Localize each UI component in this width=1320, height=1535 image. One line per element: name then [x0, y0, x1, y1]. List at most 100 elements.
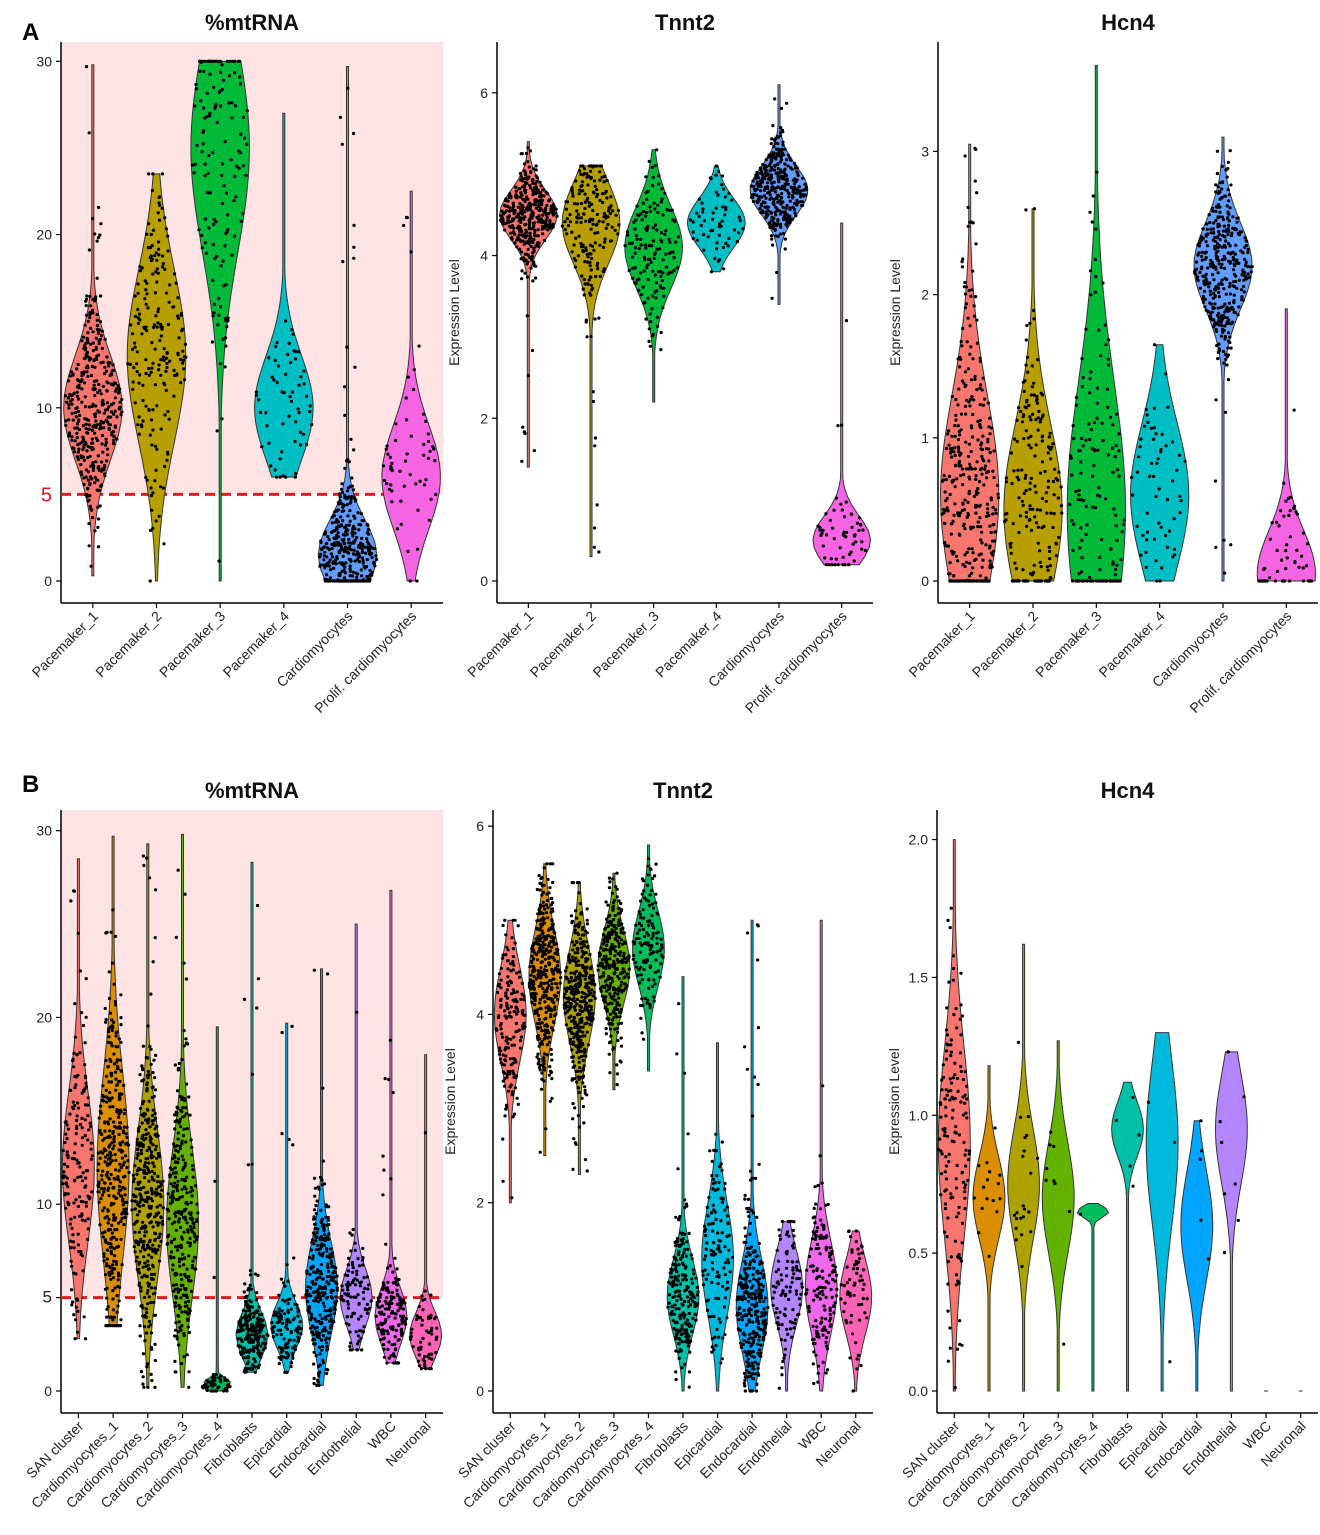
y-tick-label: 2 [480, 410, 488, 426]
data-points [1044, 1130, 1072, 1346]
y-tick-label: 0 [480, 573, 488, 589]
data-points [1012, 1040, 1040, 1269]
plot-title: %mtRNA [205, 10, 299, 35]
data-points [126, 172, 188, 583]
violin [1007, 943, 1040, 1392]
data-points [1114, 1095, 1141, 1188]
y-axis-label: Expression Level [887, 259, 903, 366]
data-points [701, 1132, 735, 1365]
violin [972, 1065, 1006, 1392]
violin [1066, 65, 1126, 582]
data-points [1130, 343, 1187, 583]
data-points [1146, 1100, 1177, 1364]
data-points [816, 319, 868, 567]
violin [235, 861, 269, 1373]
data-points [1003, 207, 1064, 583]
data-points [339, 1010, 373, 1352]
x-tick-label: Pacemaker_3 [589, 608, 662, 681]
data-points [318, 86, 379, 583]
data-points [304, 968, 339, 1387]
violin [1180, 1120, 1214, 1392]
data-points [408, 1131, 439, 1371]
y-tick-label: 20 [36, 227, 52, 243]
plot-title: Tnnt2 [653, 778, 713, 803]
data-points [236, 903, 270, 1374]
violin [409, 1054, 443, 1370]
data-points [1193, 149, 1254, 575]
data-points [749, 97, 808, 300]
plot-title: Hcn4 [1101, 778, 1156, 803]
data-points [494, 918, 527, 1200]
violin [561, 165, 621, 558]
y-tick-label: 0 [476, 1383, 484, 1399]
data-points [937, 906, 972, 1390]
data-points [254, 319, 314, 479]
violin [812, 222, 872, 566]
x-tick-label: Pacemaker_1 [464, 608, 537, 681]
y-tick-label: 0 [921, 573, 929, 589]
y-tick-label: 1.0 [909, 1107, 929, 1123]
data-points [200, 1179, 232, 1393]
y-tick-label: 1 [921, 430, 929, 446]
data-points [1198, 1119, 1210, 1261]
data-points [839, 1229, 869, 1393]
data-points [623, 148, 681, 352]
x-tick-label: Pacemaker_3 [156, 608, 229, 681]
y-tick-label: 5 [43, 1288, 52, 1307]
y-tick-label: 0.5 [909, 1245, 929, 1261]
y-axis-label: Expression Level [886, 1048, 902, 1155]
y-tick-label: 30 [36, 53, 52, 69]
data-points [165, 868, 200, 1389]
violin [1145, 1032, 1179, 1392]
x-tick-label: Pacemaker_2 [92, 608, 165, 681]
data-points [96, 908, 131, 1328]
data-points [562, 881, 597, 1173]
violin [381, 190, 441, 582]
violin [1256, 308, 1317, 582]
data-points [1218, 1050, 1246, 1255]
data-points [596, 871, 631, 1087]
data-points [499, 146, 559, 463]
x-tick-label: Prolif. cardiomyocytes [742, 608, 850, 716]
data-points [381, 215, 438, 583]
data-points [1257, 408, 1314, 583]
violin [666, 976, 700, 1392]
violin [203, 1026, 231, 1392]
violin [939, 143, 1000, 582]
data-points [270, 1024, 303, 1374]
data-points [688, 164, 745, 274]
plot-title: %mtRNA [205, 778, 299, 803]
y-axis-label: Expression Level [442, 1048, 458, 1155]
data-points [63, 65, 124, 568]
data-points [374, 1038, 408, 1365]
y-tick-label: 20 [36, 1009, 52, 1025]
violin [770, 1221, 803, 1392]
violin [632, 844, 665, 1072]
y-tick-label: 4 [476, 1006, 484, 1022]
violin [374, 889, 408, 1364]
data-points [972, 1126, 1002, 1258]
y-tick-label: 2.0 [909, 832, 929, 848]
data-points [804, 1084, 839, 1386]
data-points [1068, 170, 1126, 583]
x-tick-label: Pacemaker_1 [905, 608, 978, 681]
y-tick-label: 2 [921, 287, 929, 303]
violin [1076, 1203, 1110, 1392]
x-tick-label: Pacemaker_2 [527, 608, 600, 681]
y-tick-label: 10 [36, 400, 52, 416]
x-tick-label: Pacemaker_1 [29, 608, 102, 681]
data-points [735, 923, 770, 1393]
panel-letter-b: B [22, 771, 39, 798]
y-tick-label: 6 [476, 818, 484, 834]
y-tick-label: 2 [476, 1195, 484, 1211]
x-tick-label: Pacemaker_4 [220, 608, 293, 681]
y-tick-label: 0.0 [909, 1383, 929, 1399]
data-points [560, 164, 621, 554]
data-points [61, 889, 94, 1341]
violin [1130, 344, 1190, 582]
